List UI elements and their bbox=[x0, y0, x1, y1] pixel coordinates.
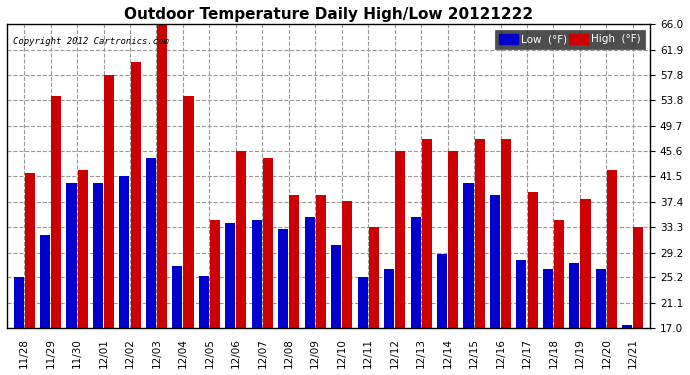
Bar bbox=[342, 201, 353, 328]
Bar bbox=[237, 151, 246, 328]
Bar bbox=[130, 62, 141, 328]
Bar bbox=[357, 278, 368, 328]
Bar bbox=[528, 192, 538, 328]
Bar bbox=[66, 183, 77, 328]
Bar bbox=[448, 151, 458, 328]
Bar bbox=[157, 24, 167, 328]
Bar bbox=[622, 325, 632, 328]
Bar bbox=[501, 139, 511, 328]
Bar bbox=[25, 173, 34, 328]
Bar bbox=[331, 244, 342, 328]
Bar bbox=[543, 269, 553, 328]
Bar bbox=[569, 263, 580, 328]
Bar bbox=[411, 217, 421, 328]
Bar bbox=[40, 236, 50, 328]
Bar bbox=[437, 254, 447, 328]
Bar bbox=[580, 200, 591, 328]
Bar bbox=[104, 75, 114, 328]
Bar bbox=[368, 227, 379, 328]
Bar bbox=[210, 220, 220, 328]
Bar bbox=[475, 139, 484, 328]
Bar bbox=[263, 158, 273, 328]
Bar bbox=[51, 96, 61, 328]
Bar bbox=[464, 183, 473, 328]
Bar bbox=[607, 170, 617, 328]
Bar bbox=[384, 269, 394, 328]
Bar bbox=[490, 195, 500, 328]
Bar bbox=[596, 269, 606, 328]
Bar bbox=[199, 276, 209, 328]
Bar bbox=[422, 139, 432, 328]
Bar bbox=[554, 220, 564, 328]
Bar bbox=[14, 278, 23, 328]
Bar bbox=[316, 195, 326, 328]
Bar bbox=[633, 227, 644, 328]
Bar bbox=[172, 266, 182, 328]
Bar bbox=[289, 195, 299, 328]
Bar bbox=[184, 96, 193, 328]
Bar bbox=[305, 217, 315, 328]
Bar bbox=[252, 220, 262, 328]
Bar bbox=[226, 223, 235, 328]
Bar bbox=[77, 170, 88, 328]
Bar bbox=[119, 176, 130, 328]
Bar bbox=[516, 260, 526, 328]
Bar bbox=[395, 151, 405, 328]
Bar bbox=[146, 158, 156, 328]
Bar bbox=[278, 229, 288, 328]
Text: Copyright 2012 Cartronics.com: Copyright 2012 Cartronics.com bbox=[13, 37, 169, 46]
Title: Outdoor Temperature Daily High/Low 20121222: Outdoor Temperature Daily High/Low 20121… bbox=[124, 7, 533, 22]
Bar bbox=[93, 183, 103, 328]
Legend: Low  (°F), High  (°F): Low (°F), High (°F) bbox=[495, 30, 645, 49]
